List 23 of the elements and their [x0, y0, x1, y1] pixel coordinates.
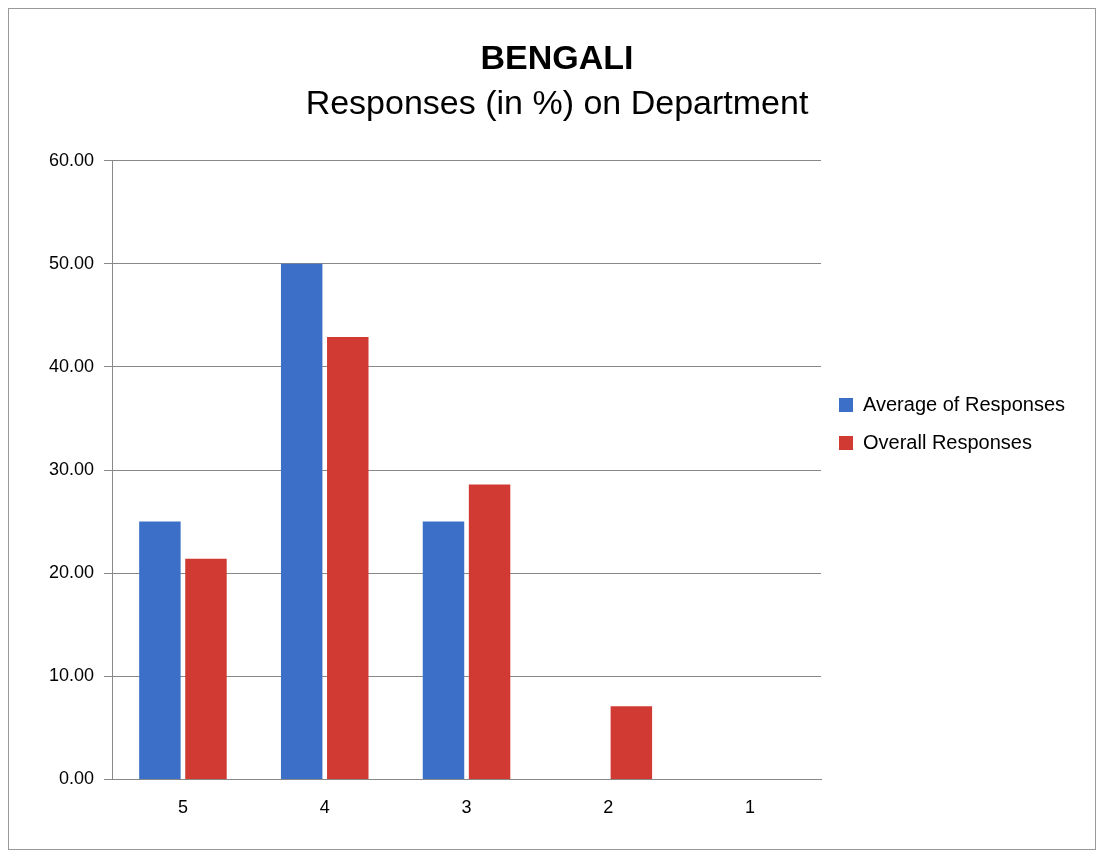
y-tick-label: 20.00 [49, 562, 95, 583]
legend-label: Overall Responses [863, 430, 1032, 453]
bar [610, 706, 653, 779]
y-tick-label: 40.00 [49, 355, 95, 376]
x-tick-label: 2 [603, 797, 614, 818]
x-tick-label: 4 [319, 797, 330, 818]
legend-label: Average of Responses [863, 392, 1065, 415]
bar [139, 521, 181, 779]
x-tick-label: 1 [745, 797, 756, 818]
bar [327, 336, 369, 779]
bar [185, 558, 227, 779]
bar [468, 484, 511, 779]
y-tick-label: 50.00 [49, 252, 95, 273]
y-tick-label: 30.00 [49, 458, 95, 479]
y-tick-label: 10.00 [49, 665, 95, 686]
bar [280, 263, 323, 779]
x-tick-label: 3 [461, 797, 472, 818]
y-tick-label: 60.00 [49, 149, 95, 170]
chart-subtitle: Responses (in %) on Department [305, 82, 809, 121]
bar [422, 521, 465, 779]
y-tick-label: 0.00 [59, 768, 95, 789]
x-tick-label: 5 [177, 797, 188, 818]
chart-title: BENGALI [480, 37, 634, 76]
